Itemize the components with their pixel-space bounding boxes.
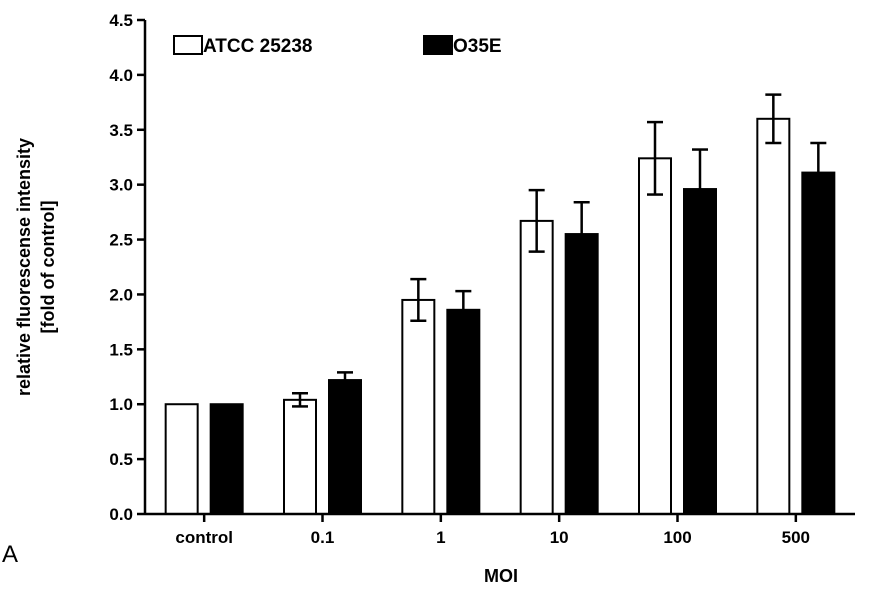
x-tick-label: 1 — [436, 528, 445, 547]
x-tick-label: 500 — [782, 528, 810, 547]
y-tick-label: 0.0 — [109, 505, 133, 524]
legend-swatch-atcc-25238 — [173, 35, 203, 55]
y-tick-label: 2.5 — [109, 231, 133, 250]
bar — [164, 403, 199, 516]
bar — [564, 233, 599, 515]
bar — [638, 157, 672, 515]
bar — [283, 398, 317, 516]
y-axis-title: relative fluorescense intensity [fold of… — [14, 138, 58, 396]
y-tick-label: 3.5 — [109, 121, 133, 140]
bar — [209, 403, 244, 516]
bar — [401, 298, 436, 515]
x-tick-label: 10 — [550, 528, 569, 547]
y-tick-label: 0.5 — [109, 450, 133, 469]
x-tick-label: 100 — [663, 528, 691, 547]
x-ticks: control 0.1 1 10 100 500 — [175, 514, 810, 547]
y-tick-label: 1.5 — [109, 340, 133, 359]
legend: ATCC 25238 O35E — [173, 35, 502, 57]
axes — [143, 20, 855, 516]
bar — [446, 308, 481, 515]
y-axis-title-line-2: [fold of control] — [38, 201, 58, 334]
y-ticks: 0.0 0.5 1.0 1.5 2.0 2.5 3.0 3.5 4.0 4.5 — [109, 11, 145, 524]
y-tick-label: 4.5 — [109, 11, 133, 30]
x-tick-label: 0.1 — [311, 528, 335, 547]
y-tick-label: 4.0 — [109, 66, 133, 85]
legend-label-atcc-25238: ATCC 25238 — [203, 36, 312, 57]
y-axis-title-line-1: relative fluorescense intensity — [14, 138, 34, 396]
legend-swatch-o35e — [423, 35, 453, 55]
y-tick-label: 2.0 — [109, 285, 133, 304]
bar — [328, 379, 362, 515]
panel-letter: A — [2, 541, 18, 568]
x-tick-label: control — [175, 528, 233, 547]
error-bars-layer — [292, 93, 827, 408]
bar — [683, 188, 717, 516]
bar — [801, 171, 836, 515]
y-tick-label: 3.0 — [109, 176, 133, 195]
bars-layer — [164, 117, 836, 516]
y-tick-label: 1.0 — [109, 395, 133, 414]
bar — [519, 219, 554, 515]
x-axis-title: MOI — [484, 566, 518, 586]
legend-label-o35e: O35E — [453, 36, 502, 57]
bar — [756, 117, 791, 516]
